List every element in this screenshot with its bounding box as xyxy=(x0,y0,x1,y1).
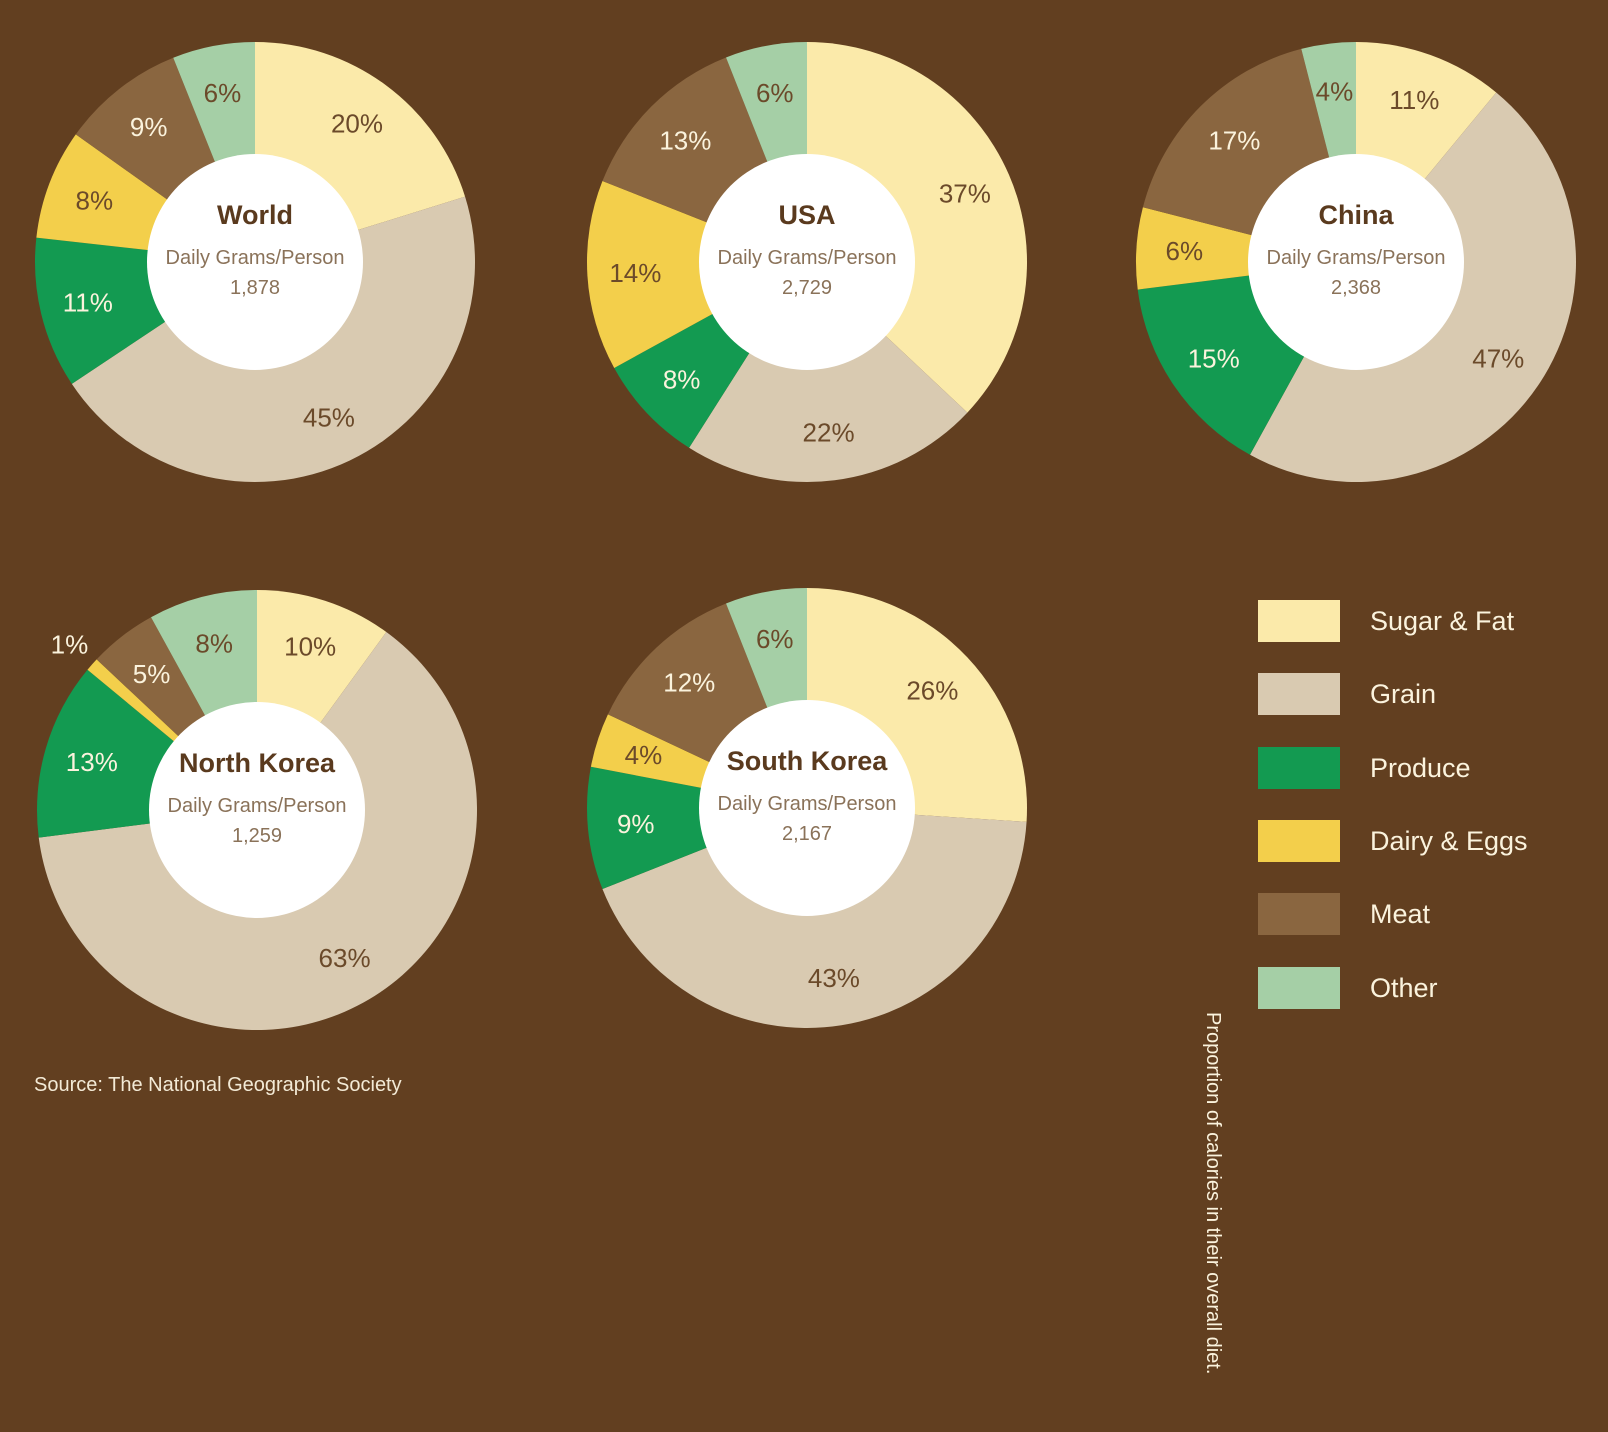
source-credit: Source: The National Geographic Society xyxy=(34,1074,402,1096)
slice-label-other: 8% xyxy=(195,628,233,658)
donut-title: USA xyxy=(778,200,835,230)
slice-label-meat: 12% xyxy=(663,668,715,698)
slice-label-other: 6% xyxy=(204,78,242,108)
slice-label-produce: 13% xyxy=(66,747,118,777)
slice-label-sugar-fat: 26% xyxy=(906,675,958,705)
legend-label: Sugar & Fat xyxy=(1370,606,1515,636)
donut-title: North Korea xyxy=(179,748,336,778)
donut-title: South Korea xyxy=(727,746,888,776)
donut-subtitle: Daily Grams/Person xyxy=(1267,247,1446,269)
donut-charts: 20% 45% 11% 8% 9% 6% World Daily Grams/Person 1,… xyxy=(34,42,1576,1031)
legend-item-grain: Grain xyxy=(1258,673,1578,715)
donut-hole xyxy=(147,154,363,370)
legend-item-produce: Produce xyxy=(1258,747,1578,789)
legend-item-dairy-eggs: Dairy & Eggs xyxy=(1258,820,1578,862)
slice-dairy-eggs xyxy=(1136,207,1356,290)
legend-axis-note: Proportion of calories in their overall … xyxy=(1202,1012,1224,1375)
donut-subtitle: Daily Grams/Person xyxy=(166,247,345,269)
donut-hole xyxy=(699,154,915,370)
slice-grain xyxy=(689,262,968,482)
donut-china: 11% 47% 15% 6% 17% 4% China Daily Grams/Person 2… xyxy=(1136,42,1576,483)
slice-label-produce: 8% xyxy=(663,365,701,395)
donut-usa: 37% 22% 8% 14% 13% 6% USA Daily Grams/Person 2,7… xyxy=(587,42,1027,482)
donut-hole xyxy=(149,702,365,918)
legend-item-meat: Meat xyxy=(1258,893,1578,935)
donut-hole xyxy=(1248,154,1464,370)
slice-label-produce: 11% xyxy=(63,288,113,318)
slice-grain xyxy=(602,808,1027,1028)
slice-label-sugar-fat: 37% xyxy=(939,179,991,209)
donut-title: World xyxy=(217,200,293,230)
slice-label-sugar-fat: 10% xyxy=(284,631,336,661)
donut-total: 1,878 xyxy=(230,277,280,299)
donut-subtitle: Daily Grams/Person xyxy=(718,247,897,269)
slice-label-grain: 63% xyxy=(319,943,371,973)
legend-swatch xyxy=(1258,893,1340,935)
legend-label: Meat xyxy=(1370,899,1431,929)
donut-total: 2,368 xyxy=(1331,277,1381,299)
slice-label-dairy-eggs: 6% xyxy=(1166,236,1204,266)
donut-north-korea: 10% 63% 13% 1% 5% 8% North Korea Daily Grams/Pe… xyxy=(36,590,477,1031)
donut-title: China xyxy=(1318,200,1394,230)
slice-dairy-eggs xyxy=(587,181,807,368)
donut-total: 1,259 xyxy=(232,825,282,847)
legend-swatch xyxy=(1258,747,1340,789)
slice-label-other: 4% xyxy=(1316,76,1354,106)
slice-label-grain: 47% xyxy=(1472,344,1524,374)
legend-swatch xyxy=(1258,600,1340,642)
slice-label-dairy-eggs: 1% xyxy=(51,630,89,660)
slice-produce xyxy=(586,766,807,889)
slice-label-dairy-eggs: 14% xyxy=(609,258,661,288)
slice-sugar-fat xyxy=(807,42,1027,413)
slice-label-meat: 17% xyxy=(1208,125,1260,155)
legend-swatch xyxy=(1258,820,1340,862)
donut-total: 2,729 xyxy=(782,277,832,299)
legend-label: Other xyxy=(1370,973,1438,1003)
donut-subtitle: Daily Grams/Person xyxy=(168,795,347,817)
slice-label-meat: 9% xyxy=(130,112,168,142)
slice-label-sugar-fat: 11% xyxy=(1389,85,1439,115)
slice-label-other: 6% xyxy=(756,78,794,108)
slice-label-grain: 43% xyxy=(808,963,860,993)
slice-label-grain: 22% xyxy=(803,418,855,448)
legend-swatch xyxy=(1258,673,1340,715)
donut-total: 2,167 xyxy=(782,823,832,845)
slice-label-dairy-eggs: 8% xyxy=(76,186,114,216)
slice-label-grain: 45% xyxy=(303,402,355,432)
slice-label-meat: 13% xyxy=(659,125,711,155)
donut-south-korea: 26% 43% 9% 4% 12% 6% South Korea Daily Grams/Pe… xyxy=(586,588,1027,1028)
legend-label: Produce xyxy=(1370,753,1471,783)
slice-label-produce: 9% xyxy=(617,809,655,839)
legend-label: Dairy & Eggs xyxy=(1370,826,1528,856)
legend-item-sugar-fat: Sugar & Fat xyxy=(1258,600,1578,642)
donut-hole xyxy=(699,700,915,916)
slice-label-produce: 15% xyxy=(1188,344,1240,374)
slice-label-dairy-eggs: 4% xyxy=(625,740,663,770)
donut-subtitle: Daily Grams/Person xyxy=(718,793,897,815)
slice-label-other: 6% xyxy=(756,624,794,654)
donut-world: 20% 45% 11% 8% 9% 6% World Daily Grams/Person 1,… xyxy=(34,42,476,482)
slice-label-meat: 5% xyxy=(133,659,171,689)
legend-item-other: Other xyxy=(1258,967,1578,1009)
legend-label: Grain xyxy=(1370,679,1437,709)
slice-label-sugar-fat: 20% xyxy=(331,108,383,138)
legend-swatch xyxy=(1258,967,1340,1009)
